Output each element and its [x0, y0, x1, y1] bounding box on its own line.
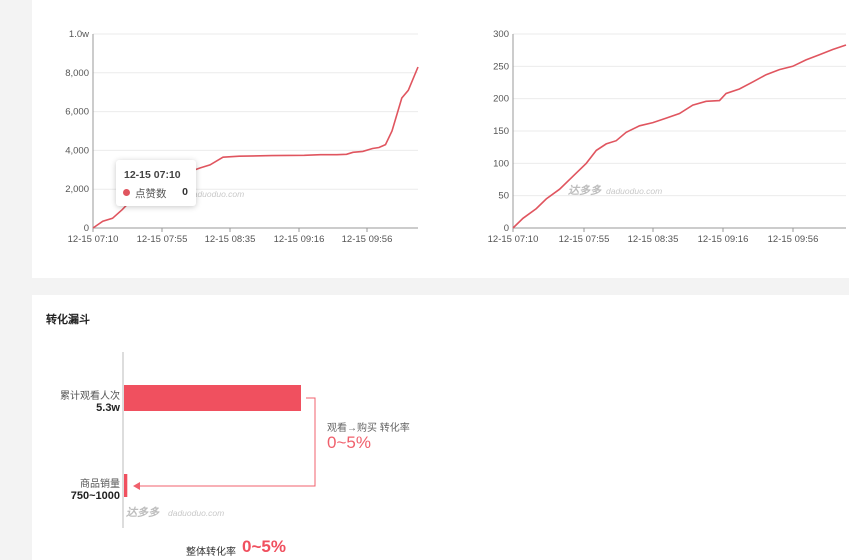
watermark-domain-left: daduoduo.com	[188, 189, 244, 199]
left-chart-x-tick-label: 12-15 07:10	[68, 234, 119, 245]
left-chart-x-tick-label: 12-15 09:16	[274, 234, 325, 245]
funnel-title: 转化漏斗	[46, 314, 90, 326]
right-chart-y-tick-label: 250	[493, 61, 509, 72]
funnel-bar-sales[interactable]	[124, 474, 128, 497]
tooltip-series-dot-icon	[123, 189, 130, 196]
left-chart-y-tick-label: 8,000	[65, 68, 89, 79]
watermark-logo-funnel: 达多多	[126, 506, 160, 519]
right-chart-y-tick-label: 300	[493, 29, 509, 40]
conversion-label: 观看→购买 转化率	[327, 423, 410, 434]
right-chart-x-tick-label: 12-15 08:35	[628, 234, 679, 245]
watermark-domain-right: daduoduo.com	[606, 186, 662, 196]
overall-conversion-value: 0~5%	[242, 537, 286, 556]
right-chart-y-tick-label: 50	[498, 191, 509, 202]
right-chart-x-tick-label: 12-15 09:16	[698, 234, 749, 245]
right-chart-x-tick-label: 12-15 07:55	[559, 234, 610, 245]
overall-conversion-label: 整体转化率	[186, 547, 236, 558]
right-chart-series-line	[512, 44, 847, 229]
right-chart-y-tick-label: 100	[493, 158, 509, 169]
funnel-stage-value-sales: 750~1000	[70, 490, 120, 502]
tooltip-series-name: 点赞数	[135, 188, 167, 200]
left-chart-x-tick-label: 12-15 08:35	[205, 234, 256, 245]
right-chart-y-tick-label: 200	[493, 94, 509, 105]
tooltip-value: 0	[182, 186, 188, 198]
funnel-bar-views[interactable]	[124, 385, 301, 411]
watermark-logo-right: 达多多	[568, 184, 602, 197]
left-chart-y-tick-label: 2,000	[65, 184, 89, 195]
tooltip-time: 12-15 07:10	[124, 169, 181, 181]
funnel-chart	[122, 352, 316, 528]
funnel-stage-value-views: 5.3w	[96, 402, 120, 414]
right-chart-x-tick-label: 12-15 07:10	[488, 234, 539, 245]
chart-tooltip: 12-15 07:10 点赞数 0	[116, 160, 196, 206]
right-chart-y-tick-label: 150	[493, 126, 509, 137]
conversion-connector	[138, 397, 316, 487]
left-chart-y-tick-label: 0	[84, 223, 89, 234]
right-line-chart: 0 50 100 150 200 250 300 12-15 07:10 12-15 07:55…	[488, 29, 847, 245]
conversion-value: 0~5%	[327, 433, 371, 452]
left-chart-x-tick-label: 12-15 07:55	[137, 234, 188, 245]
left-chart-y-tick-label: 6,000	[65, 107, 89, 118]
right-chart-y-tick-label: 0	[504, 223, 509, 234]
funnel-stage-label-sales: 商品销量	[80, 479, 120, 490]
zhihu-credit: 知乎 @盖其燠	[668, 515, 820, 543]
watermark-domain-funnel: daduoduo.com	[168, 508, 224, 518]
left-chart-y-tick-label: 1.0w	[69, 29, 89, 40]
right-chart-x-tick-label: 12-15 09:56	[768, 234, 819, 245]
funnel-card	[32, 295, 849, 560]
funnel-stage-label-views: 累计观看人次	[60, 391, 120, 402]
conversion-arrow-icon	[133, 482, 140, 490]
charts-card	[32, 0, 849, 278]
left-chart-y-tick-label: 4,000	[65, 145, 89, 156]
left-chart-x-tick-label: 12-15 09:56	[342, 234, 393, 245]
